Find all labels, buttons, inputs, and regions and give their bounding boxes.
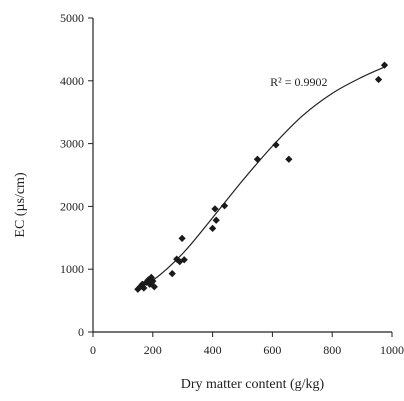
axes: 0 1000 2000 3000 4000 5000 0 200 400 600 800 1000	[60, 11, 404, 357]
data-point	[374, 75, 383, 84]
data-point	[272, 141, 280, 149]
data-point	[150, 283, 158, 291]
data-point	[168, 269, 176, 278]
x-tick-label: 0	[90, 343, 96, 357]
r-squared-annotation: R² = 0.9902	[270, 75, 327, 89]
data-point	[253, 155, 262, 163]
data-point	[149, 277, 157, 285]
data-point	[178, 234, 186, 243]
data-point	[208, 224, 217, 233]
x-axis-title: Dry matter content (g/kg)	[181, 377, 325, 392]
data-point	[220, 202, 229, 210]
y-tick-label: 3000	[60, 137, 84, 151]
data-point	[211, 205, 219, 213]
y-axis-title: EC (µs/cm)	[13, 172, 28, 238]
data-point	[212, 216, 220, 224]
x-tick-label: 800	[323, 343, 341, 357]
trendline	[137, 65, 387, 288]
x-tick-label: 400	[204, 343, 222, 357]
trendline-layer	[137, 65, 387, 288]
labels: Dry matter content (g/kg) EC (µs/cm) R² …	[13, 75, 327, 392]
y-tick-label: 1000	[60, 262, 84, 276]
data-points	[134, 61, 389, 293]
y-tick-label: 4000	[60, 74, 84, 88]
y-tick-label: 0	[78, 325, 84, 339]
y-tick-label: 2000	[60, 199, 84, 213]
data-point	[380, 61, 389, 69]
x-tick-label: 600	[263, 343, 281, 357]
data-point	[180, 256, 188, 264]
y-tick-label: 5000	[60, 11, 84, 25]
data-point	[285, 155, 293, 163]
x-tick-label: 1000	[380, 343, 404, 357]
data-point	[140, 284, 148, 292]
x-tick-label: 200	[144, 343, 162, 357]
